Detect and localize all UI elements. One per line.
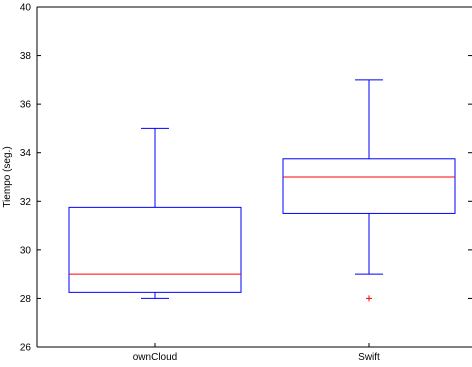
boxes bbox=[68, 79, 456, 302]
y-tick-label: 26 bbox=[20, 343, 32, 354]
outlier-marker bbox=[366, 295, 372, 302]
y-tick-label: 36 bbox=[20, 100, 32, 111]
y-tick-label: 38 bbox=[20, 51, 32, 62]
y-tick-label: 40 bbox=[20, 3, 32, 14]
y-axis-ticks bbox=[37, 6, 472, 348]
x-tick-label-swift: Swift bbox=[358, 352, 380, 363]
box-swift bbox=[282, 79, 456, 302]
box-owncloud bbox=[68, 127, 242, 299]
x-tick-label-owncloud: ownCloud bbox=[133, 352, 177, 363]
y-tick-label: 32 bbox=[20, 197, 32, 208]
y-tick-label: 30 bbox=[20, 245, 32, 256]
y-axis-title: Tiempo (seg.) bbox=[2, 146, 13, 207]
y-tick-label: 28 bbox=[20, 294, 32, 305]
x-axis-tick-labels: ownCloud Swift bbox=[133, 343, 380, 363]
y-tick-label: 34 bbox=[20, 148, 32, 159]
y-axis-tick-labels: 26 28 30 32 34 36 38 40 bbox=[20, 3, 32, 354]
